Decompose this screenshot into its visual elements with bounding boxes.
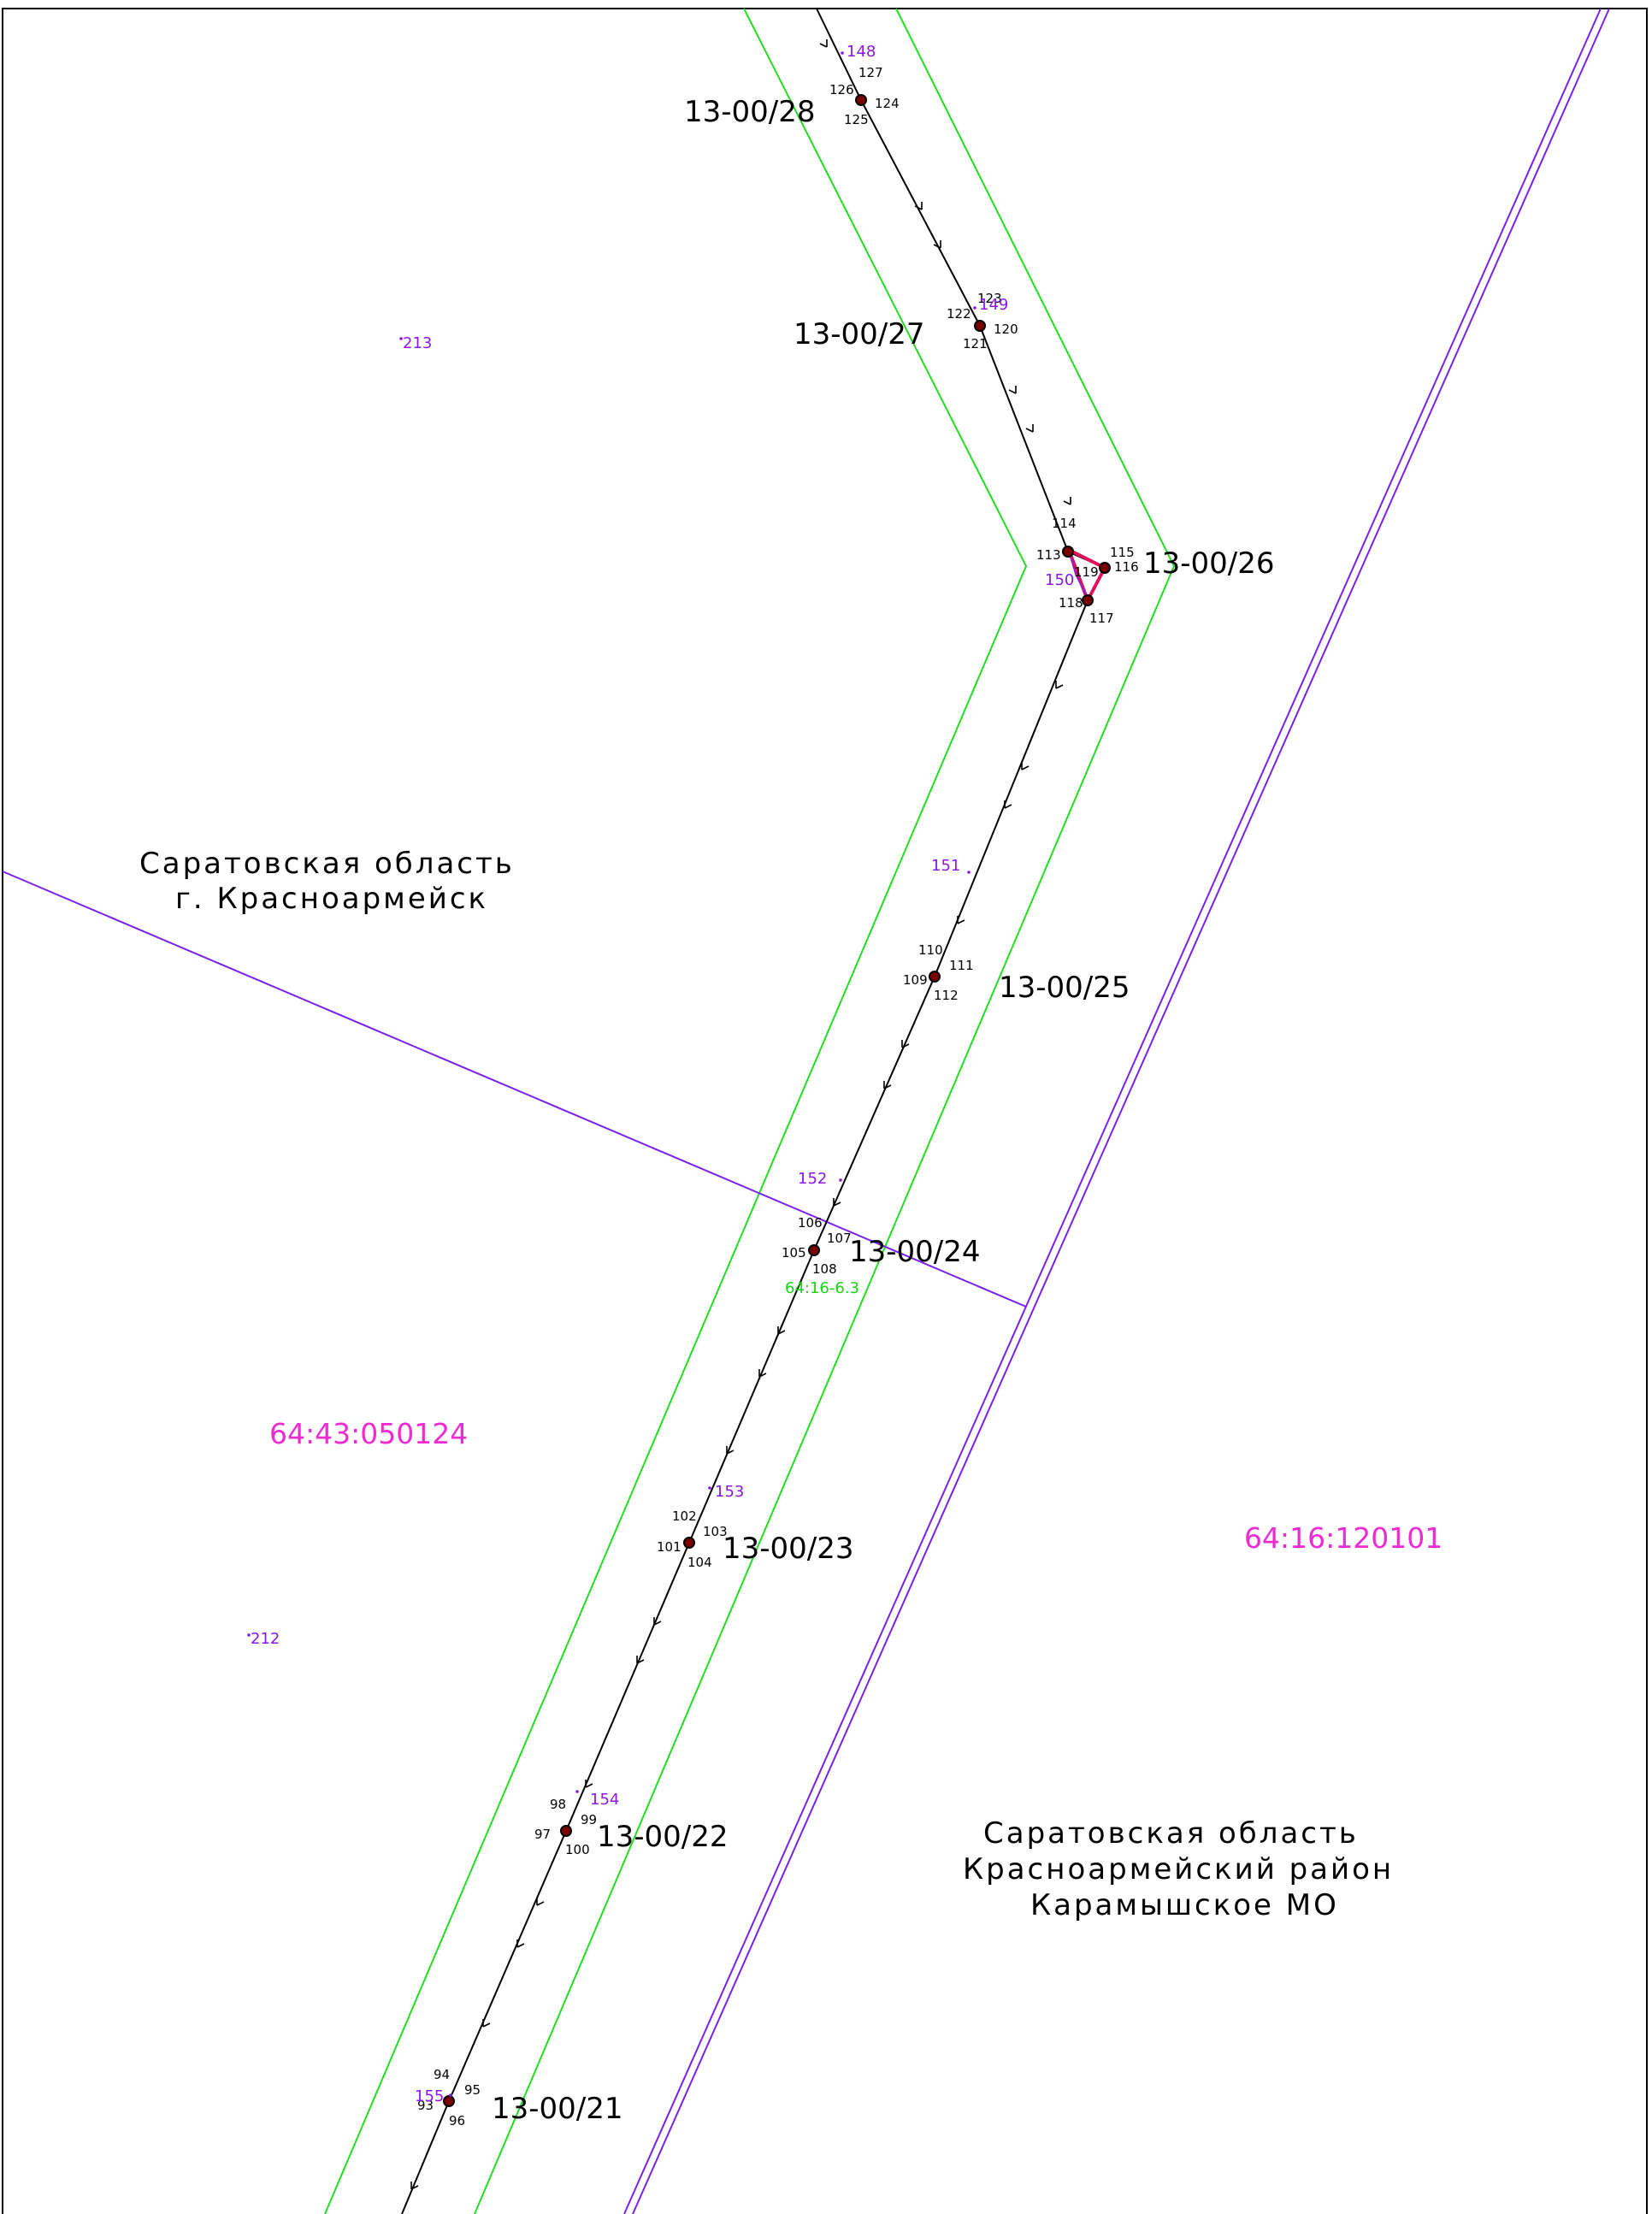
- pole-dot: [443, 2095, 455, 2107]
- point-number: 115: [1110, 545, 1135, 560]
- power-line: [401, 8, 1106, 2214]
- point-number: 125: [844, 112, 869, 127]
- admin-boundary-city: [2, 871, 1027, 1308]
- point-number: 119: [1074, 564, 1099, 580]
- region-district-line-2: Красноармейский район: [963, 1852, 1394, 1886]
- marker-label: 153: [715, 1483, 744, 1501]
- point-number: 111: [949, 958, 974, 973]
- point-number: 104: [687, 1555, 712, 1570]
- cadastral-quarter-right: 64:16:120101: [1244, 1521, 1443, 1555]
- point-number: 121: [963, 336, 988, 351]
- pole-dot: [929, 971, 941, 983]
- marker-label: 148: [847, 43, 876, 61]
- marker-label: 149: [979, 296, 1008, 314]
- point-number: 98: [550, 1797, 566, 1812]
- point-number: 123: [977, 291, 1002, 306]
- line-arrows: [410, 39, 1071, 2190]
- pole-dot: [560, 1825, 572, 1837]
- parcel-inner-outline: [1068, 551, 1089, 599]
- region-city-line-2: г. Красноармейск: [175, 882, 488, 916]
- pole-label-25: 13-00/25: [999, 971, 1130, 1005]
- pole-dot: [1082, 594, 1094, 606]
- marker-label: 151: [931, 857, 960, 875]
- point-number: 112: [934, 988, 959, 1003]
- admin-boundary-district-b: [632, 8, 1610, 2214]
- point-number: 102: [672, 1508, 697, 1524]
- point-number: 107: [827, 1231, 852, 1246]
- point-number: 127: [858, 65, 883, 80]
- point-number: 110: [918, 942, 943, 958]
- point-number: 113: [1036, 547, 1061, 563]
- point-number: 109: [903, 972, 928, 988]
- region-city-line-1: Саратовская область: [139, 847, 515, 881]
- parcel-outline: [1065, 546, 1107, 605]
- marker-label-213: 213: [403, 334, 432, 352]
- zone-boundary-left: [324, 8, 1028, 2214]
- pole-label-23: 13-00/23: [723, 1532, 854, 1566]
- point-number: 114: [1052, 516, 1077, 531]
- zone-label: 64:16-6.3: [785, 1279, 859, 1297]
- region-district-line-1: Саратовская область: [983, 1816, 1359, 1851]
- pole-dot: [974, 320, 986, 332]
- pole-dot: [808, 1244, 820, 1256]
- pole-dot: [855, 94, 867, 106]
- point-number: 122: [947, 306, 971, 322]
- point-number: 101: [657, 1539, 681, 1555]
- point-number: 117: [1089, 611, 1114, 626]
- pole-label-22: 13-00/22: [597, 1820, 729, 1854]
- point-number: 126: [829, 82, 854, 97]
- point-number: 94: [434, 2067, 450, 2082]
- point-number: 116: [1114, 559, 1139, 575]
- marker-label-212: 212: [251, 1630, 280, 1648]
- admin-boundary-district-a: [623, 8, 1602, 2214]
- point-number: 118: [1059, 595, 1083, 611]
- map-frame: [2, 8, 1648, 2214]
- marker-ticks: [449, 51, 976, 2097]
- pole-label-28: 13-00/28: [684, 95, 816, 129]
- pole-dot: [683, 1537, 695, 1549]
- point-number: 100: [565, 1842, 590, 1857]
- marker-label: 150: [1045, 571, 1074, 589]
- point-number: 103: [703, 1524, 728, 1539]
- point-number: 105: [782, 1245, 806, 1261]
- marker-label: 155: [415, 2087, 444, 2105]
- point-number: 124: [875, 96, 900, 111]
- point-number: 93: [417, 2098, 434, 2113]
- point-number: 108: [812, 1261, 837, 1277]
- cadastral-quarter-left: 64:43:050124: [269, 1417, 468, 1450]
- point-number: 99: [581, 1812, 597, 1827]
- marker-label: 152: [798, 1170, 827, 1188]
- point-number: 106: [798, 1215, 823, 1231]
- marker-dot: [399, 337, 403, 340]
- pole-label-21: 13-00/21: [492, 2092, 623, 2126]
- point-number: 96: [449, 2113, 465, 2128]
- pole-dot: [1062, 546, 1074, 558]
- marker-label: 154: [590, 1791, 619, 1809]
- pole-label-27: 13-00/27: [794, 317, 925, 351]
- pole-label-24: 13-00/24: [849, 1235, 981, 1269]
- pole-dot: [1099, 562, 1111, 574]
- marker-dot: [247, 1633, 251, 1637]
- pole-markers: [443, 94, 1111, 2107]
- zone-boundary-right: [474, 8, 1176, 2214]
- point-number: 120: [994, 322, 1018, 337]
- pole-label-26: 13-00/26: [1143, 546, 1275, 581]
- region-district-line-3: Карамышское МО: [1030, 1888, 1339, 1922]
- point-number: 97: [534, 1827, 551, 1842]
- point-number: 95: [464, 2082, 481, 2098]
